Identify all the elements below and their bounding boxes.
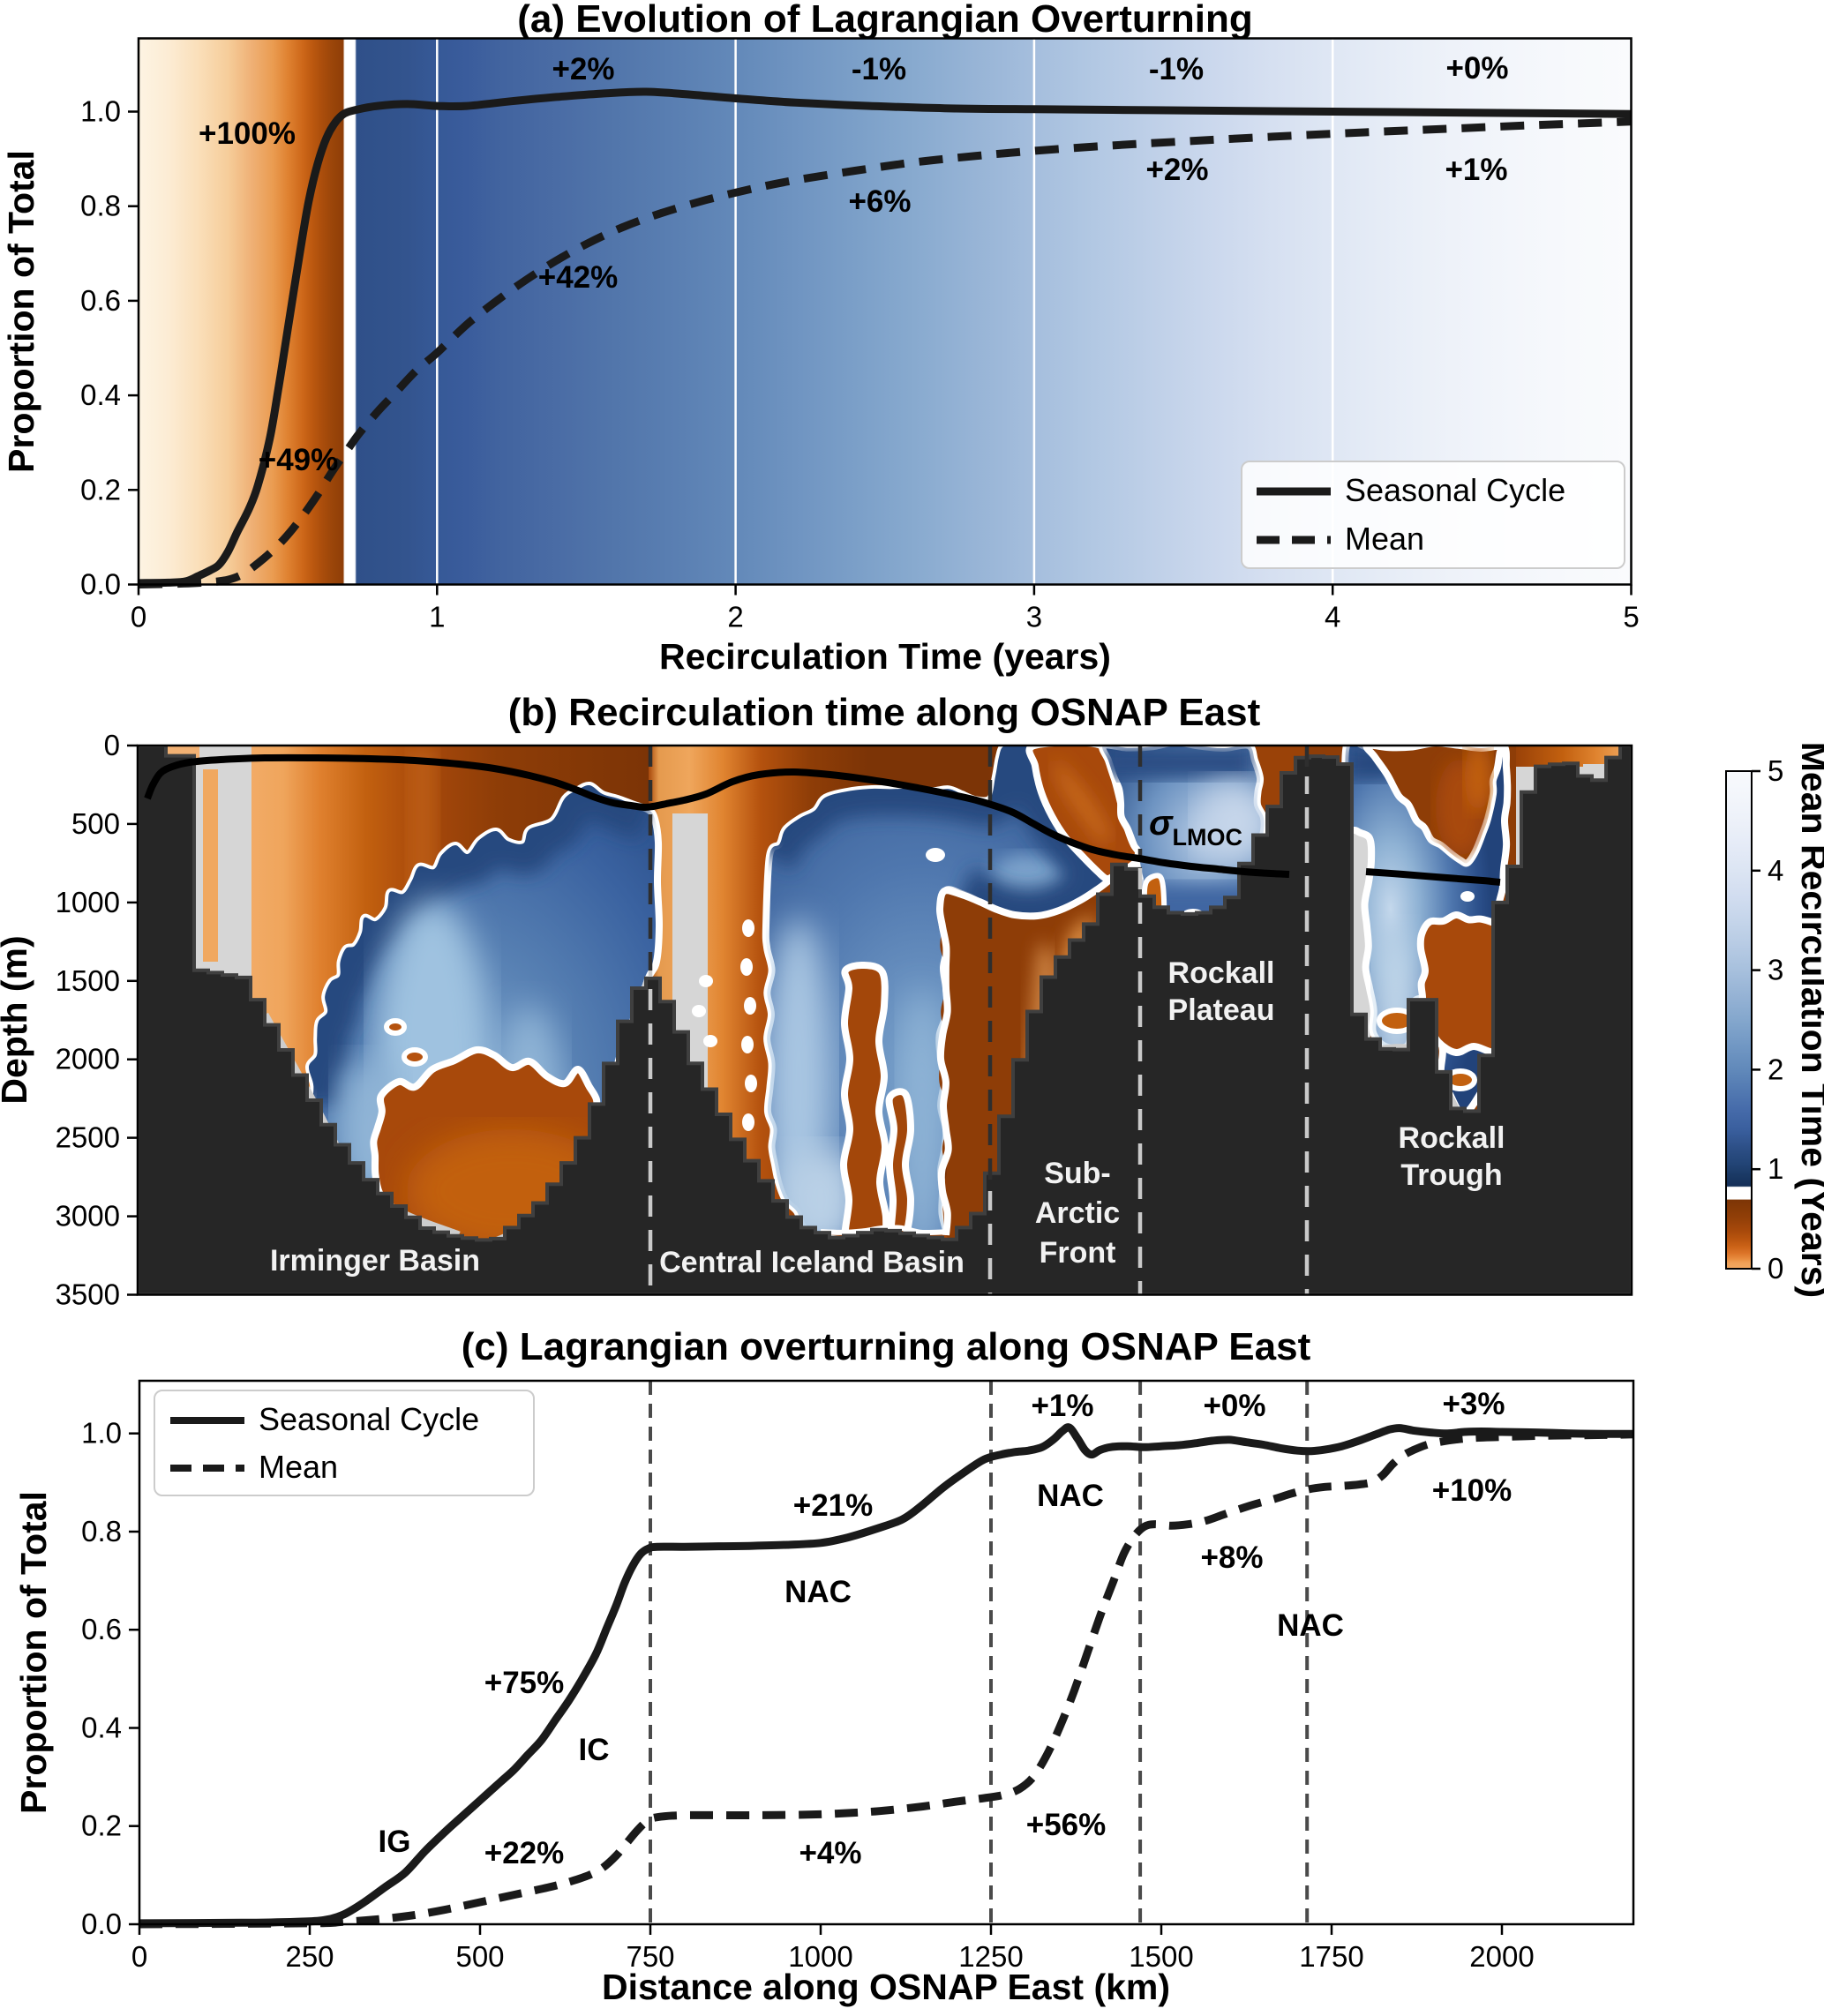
svg-text:+75%: +75% [484, 1666, 565, 1700]
svg-text:-1%: -1% [852, 52, 906, 86]
svg-text:500: 500 [455, 1940, 504, 1973]
svg-text:Front: Front [1040, 1236, 1116, 1270]
svg-text:3000: 3000 [56, 1200, 120, 1233]
svg-text:1500: 1500 [1129, 1940, 1193, 1973]
svg-text:+49%: +49% [259, 443, 339, 477]
svg-text:1: 1 [1768, 1152, 1783, 1185]
svg-text:0.4: 0.4 [80, 378, 121, 411]
svg-text:0: 0 [104, 729, 120, 761]
svg-text:2: 2 [727, 601, 743, 633]
svg-text:Proportion of Total: Proportion of Total [13, 1491, 54, 1814]
svg-text:Arctic: Arctic [1035, 1196, 1120, 1230]
svg-text:NAC: NAC [784, 1575, 852, 1609]
svg-text:Recirculation Time (years): Recirculation Time (years) [659, 636, 1111, 677]
svg-text:+10%: +10% [1432, 1473, 1512, 1508]
svg-text:Seasonal Cycle: Seasonal Cycle [1345, 472, 1565, 508]
svg-text:+4%: +4% [799, 1836, 861, 1870]
svg-text:Trough: Trough [1400, 1158, 1502, 1192]
svg-text:+2%: +2% [1145, 153, 1208, 187]
svg-text:0: 0 [131, 601, 146, 633]
svg-text:Rockall: Rockall [1399, 1121, 1505, 1155]
svg-text:Seasonal Cycle: Seasonal Cycle [259, 1401, 479, 1437]
svg-text:4: 4 [1325, 601, 1340, 633]
svg-text:0.6: 0.6 [81, 1613, 122, 1645]
svg-text:1000: 1000 [56, 886, 120, 918]
svg-text:IG: IG [379, 1825, 411, 1859]
svg-text:5: 5 [1768, 754, 1783, 787]
svg-text:NAC: NAC [1037, 1479, 1104, 1513]
svg-text:+1%: +1% [1445, 153, 1507, 187]
svg-text:+100%: +100% [199, 116, 296, 151]
svg-text:1.0: 1.0 [81, 1417, 122, 1450]
svg-text:Mean: Mean [259, 1449, 338, 1485]
svg-text:Proportion of Total: Proportion of Total [1, 150, 41, 473]
svg-text:+22%: +22% [484, 1836, 565, 1870]
svg-text:(b) Recirculation time along O: (b) Recirculation time along OSNAP East [508, 691, 1261, 734]
svg-text:0.0: 0.0 [81, 1907, 122, 1940]
svg-text:Central Iceland Basin: Central Iceland Basin [659, 1246, 965, 1279]
svg-text:Distance along OSNAP East (km): Distance along OSNAP East (km) [602, 1967, 1170, 2007]
svg-text:Mean: Mean [1345, 521, 1424, 557]
svg-text:+0%: +0% [1203, 1389, 1265, 1423]
svg-text:1.0: 1.0 [80, 95, 121, 128]
svg-text:750: 750 [626, 1940, 674, 1973]
svg-text:+1%: +1% [1031, 1389, 1093, 1423]
svg-text:0: 0 [1768, 1252, 1783, 1285]
svg-text:Depth (m): Depth (m) [0, 935, 34, 1104]
svg-text:IC: IC [579, 1733, 610, 1767]
svg-text:0: 0 [131, 1940, 147, 1973]
svg-text:(c) Lagrangian overturning alo: (c) Lagrangian overturning along OSNAP E… [462, 1325, 1311, 1368]
svg-text:Mean Recirculation Time (Years: Mean Recirculation Time (Years) [1794, 742, 1824, 1298]
svg-text:0.8: 0.8 [81, 1515, 122, 1548]
svg-text:4: 4 [1768, 854, 1783, 887]
svg-text:0.8: 0.8 [80, 190, 121, 222]
svg-text:0.6: 0.6 [80, 284, 121, 317]
svg-text:Irminger Basin: Irminger Basin [270, 1244, 480, 1278]
svg-text:Sub-: Sub- [1044, 1157, 1111, 1190]
svg-text:1750: 1750 [1299, 1940, 1363, 1973]
svg-text:NAC: NAC [1277, 1608, 1344, 1643]
svg-text:2500: 2500 [56, 1121, 120, 1154]
svg-text:(a) Evolution of Lagrangian Ov: (a) Evolution of Lagrangian Overturning [517, 0, 1253, 41]
svg-text:0.4: 0.4 [81, 1712, 122, 1744]
svg-text:+21%: +21% [793, 1488, 874, 1523]
svg-text:500: 500 [71, 807, 120, 840]
svg-text:Rockall: Rockall [1168, 956, 1275, 990]
svg-text:0.0: 0.0 [80, 568, 121, 601]
svg-text:1250: 1250 [958, 1940, 1023, 1973]
svg-text:1000: 1000 [788, 1940, 852, 1973]
svg-text:+2%: +2% [552, 52, 614, 86]
svg-text:+8%: +8% [1200, 1540, 1263, 1575]
svg-text:0.2: 0.2 [80, 473, 121, 506]
svg-text:3: 3 [1026, 601, 1042, 633]
svg-text:-1%: -1% [1149, 52, 1204, 86]
svg-text:1500: 1500 [56, 964, 120, 997]
svg-text:2000: 2000 [1469, 1940, 1534, 1973]
svg-text:+6%: +6% [848, 184, 911, 219]
svg-text:+56%: +56% [1026, 1808, 1107, 1842]
svg-text:+42%: +42% [538, 260, 619, 295]
svg-text:1: 1 [429, 601, 445, 633]
svg-text:Plateau: Plateau [1168, 993, 1275, 1027]
svg-text:5: 5 [1623, 601, 1639, 633]
svg-text:2: 2 [1768, 1053, 1783, 1085]
svg-text:3: 3 [1768, 954, 1783, 986]
svg-text:0.2: 0.2 [81, 1810, 122, 1842]
svg-text:σLMOC: σLMOC [1149, 804, 1242, 851]
svg-text:+3%: +3% [1442, 1387, 1505, 1421]
svg-text:+0%: +0% [1445, 51, 1508, 86]
svg-text:2000: 2000 [56, 1043, 120, 1075]
svg-text:3500: 3500 [56, 1278, 120, 1311]
svg-text:250: 250 [285, 1940, 334, 1973]
